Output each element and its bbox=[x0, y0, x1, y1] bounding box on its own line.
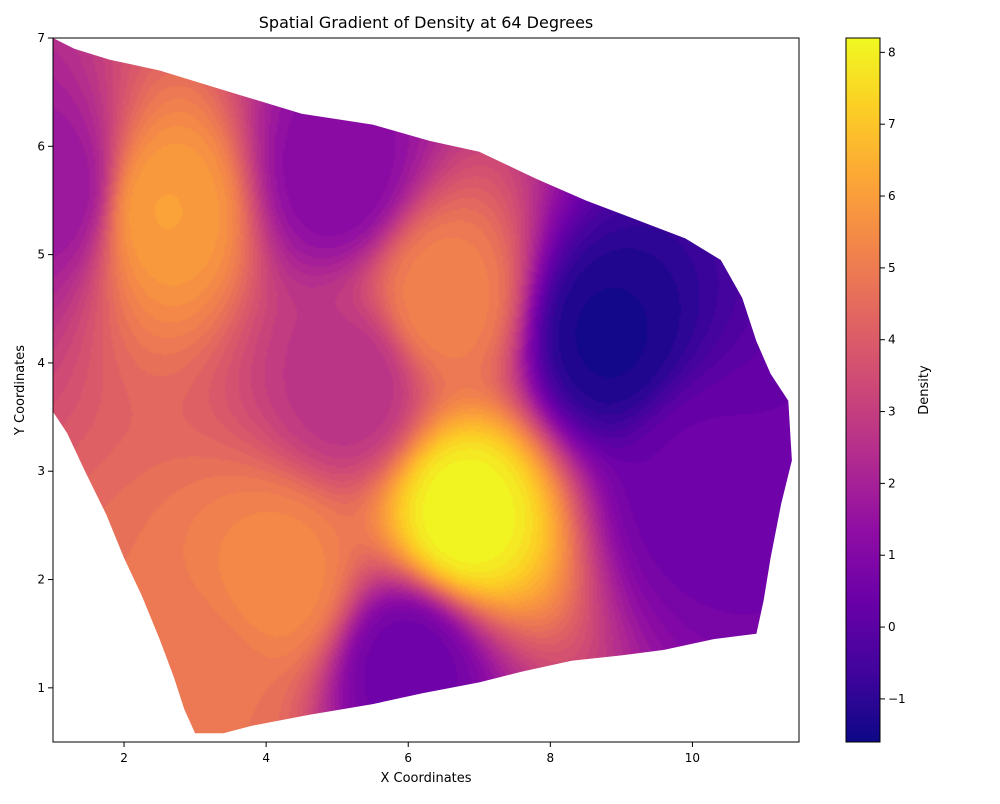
y-axis: 1 2 3 4 5 6 7 bbox=[37, 31, 53, 695]
chart-title: Spatial Gradient of Density at 64 Degree… bbox=[259, 13, 594, 32]
x-tick-label: 6 bbox=[404, 751, 412, 765]
colorbar-tick-label: 8 bbox=[888, 45, 896, 59]
y-tick-label: 5 bbox=[37, 248, 45, 262]
y-tick-label: 2 bbox=[37, 573, 45, 587]
x-tick-label: 2 bbox=[120, 751, 128, 765]
colorbar-tick-label: 6 bbox=[888, 189, 896, 203]
colorbar-tick-label: 2 bbox=[888, 476, 896, 490]
x-tick-label: 10 bbox=[685, 751, 700, 765]
colorbar-tick-label: 0 bbox=[888, 620, 896, 634]
colorbar-tick-label: 7 bbox=[888, 117, 896, 131]
x-tick-label: 4 bbox=[262, 751, 270, 765]
colorbar-tick-label: 4 bbox=[888, 333, 896, 347]
y-tick-label: 4 bbox=[37, 356, 45, 370]
plot-frame bbox=[52, 37, 800, 743]
colorbar-gradient bbox=[845, 37, 881, 743]
colorbar-tick-label: −1 bbox=[888, 692, 906, 706]
density-field bbox=[53, 38, 792, 734]
y-tick-label: 3 bbox=[37, 464, 45, 478]
colorbar-tick-label: 1 bbox=[888, 548, 896, 562]
colorbar: −1 0 1 2 3 4 5 6 7 8 Density bbox=[845, 37, 932, 743]
colorbar-ticks: −1 0 1 2 3 4 5 6 7 8 bbox=[880, 45, 906, 706]
colorbar-tick-label: 3 bbox=[888, 405, 896, 419]
x-axis: 2 4 6 8 10 bbox=[120, 742, 700, 765]
y-axis-label: Y Coordinates bbox=[13, 345, 28, 436]
y-tick-label: 7 bbox=[37, 31, 45, 45]
x-axis-label: X Coordinates bbox=[380, 771, 471, 786]
y-tick-label: 6 bbox=[37, 139, 45, 153]
plot-area bbox=[52, 37, 800, 743]
colorbar-tick-label: 5 bbox=[888, 261, 896, 275]
y-tick-label: 1 bbox=[37, 681, 45, 695]
colorbar-label: Density bbox=[917, 365, 932, 415]
x-tick-label: 8 bbox=[547, 751, 555, 765]
